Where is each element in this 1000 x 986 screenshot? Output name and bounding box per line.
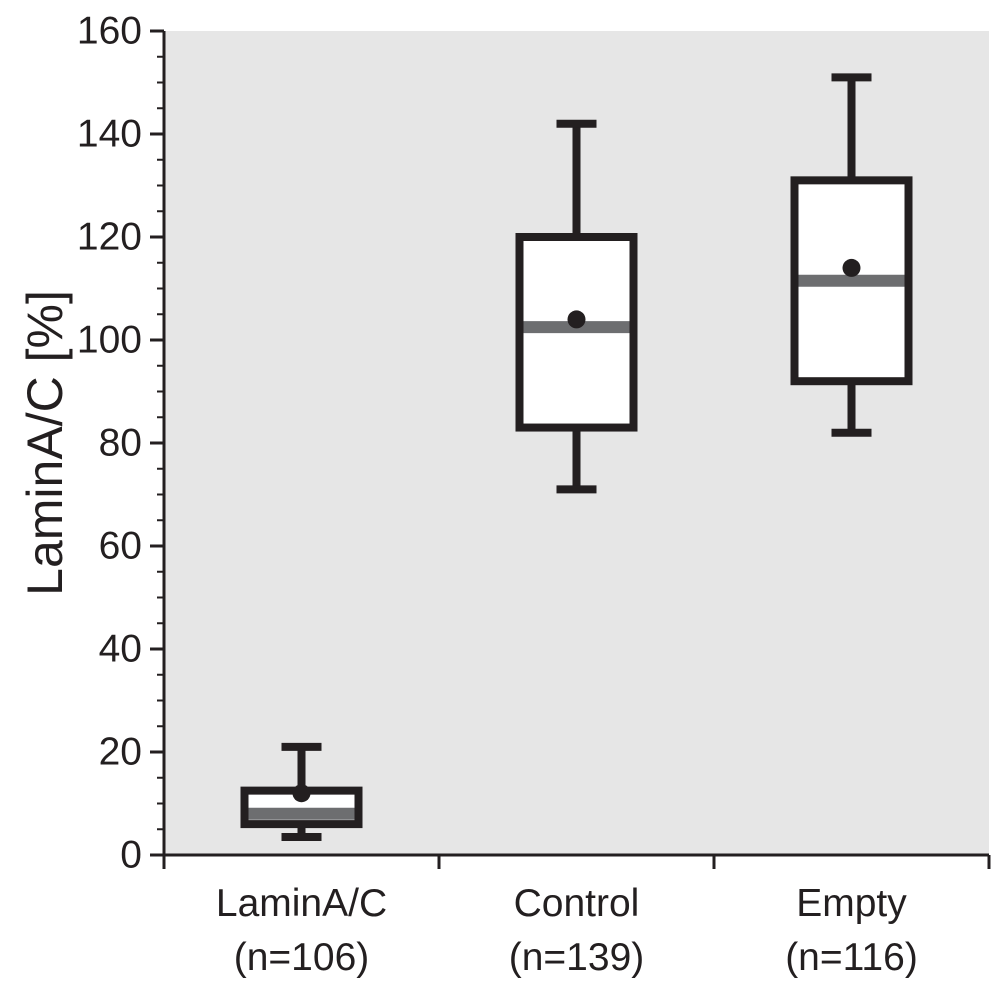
y-axis-label: LaminA/C [%] xyxy=(17,290,73,596)
y-tick-label: 40 xyxy=(99,628,142,671)
mean-marker xyxy=(292,784,311,803)
box-2 xyxy=(515,119,638,494)
y-axis-ticks: 0 20 40 60 80 100 120 140 160 xyxy=(77,10,164,877)
x-axis-labels: LaminA/C (n=106) Control (n=139) Empty (n=116… xyxy=(216,882,918,979)
mean-marker xyxy=(842,258,861,277)
y-tick-label: 60 xyxy=(99,525,142,568)
box-series xyxy=(240,73,913,841)
category-n-label: (n=116) xyxy=(785,936,918,979)
box-1 xyxy=(240,742,363,841)
mean-marker xyxy=(567,310,586,329)
y-tick-label: 20 xyxy=(99,731,142,774)
category-label: LaminA/C xyxy=(216,882,387,925)
y-tick-label: 160 xyxy=(77,10,142,53)
y-tick-label: 100 xyxy=(77,319,142,362)
category-n-label: (n=139) xyxy=(509,936,645,979)
y-tick-label: 80 xyxy=(99,422,142,465)
y-tick-label: 0 xyxy=(120,834,142,877)
category-n-label: (n=106) xyxy=(234,936,370,979)
category-label: Empty xyxy=(796,882,907,925)
y-tick-label: 140 xyxy=(77,113,142,156)
y-tick-label: 120 xyxy=(77,216,142,259)
box-3 xyxy=(790,73,913,437)
category-label: Control xyxy=(514,882,640,925)
